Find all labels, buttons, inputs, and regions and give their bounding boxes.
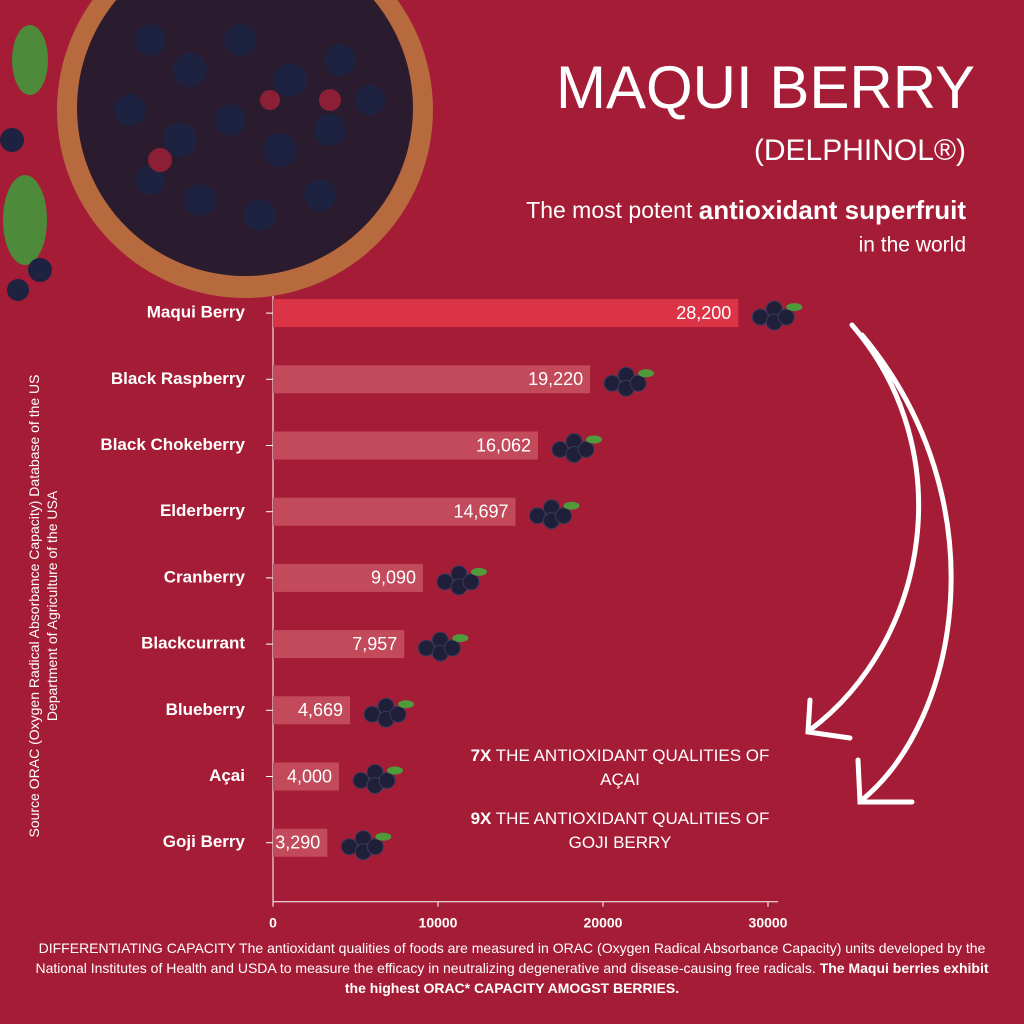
footer-bold: The Maqui berries exhibit the highest OR… xyxy=(344,960,989,996)
annotation-bold: 7X xyxy=(470,746,492,765)
berry xyxy=(777,308,795,326)
tagline: The most potent antioxidant superfruit xyxy=(526,195,966,225)
berry xyxy=(378,772,396,789)
category-label: Maqui Berry xyxy=(147,303,246,322)
x-tick-label: 10000 xyxy=(419,915,458,931)
category-label: Blueberry xyxy=(166,700,246,719)
leaf xyxy=(387,766,403,775)
bar xyxy=(273,431,539,460)
arrows xyxy=(805,322,954,805)
value-label: 4,000 xyxy=(287,766,332,786)
category-label: Elderberry xyxy=(160,501,246,520)
value-label: 7,957 xyxy=(352,634,397,654)
berry-icon xyxy=(340,830,392,861)
annotation-text: THE ANTIOXIDANT QUALITIES OF GOJI BERRY xyxy=(495,809,770,852)
leaf xyxy=(452,634,469,643)
leaf xyxy=(470,567,487,576)
x-tick-label: 0 xyxy=(269,915,277,931)
leaf xyxy=(786,303,803,312)
annotation: 9X THE ANTIOXIDANT QUALITIES OF GOJI BER… xyxy=(460,807,780,855)
value-label: 3,290 xyxy=(275,832,320,852)
berry-icon xyxy=(529,499,580,530)
berry xyxy=(443,639,461,657)
tagline-text: The most potent xyxy=(526,197,693,223)
berry-icon xyxy=(417,631,469,662)
category-label: Blackcurrant xyxy=(141,634,245,653)
berry-icon xyxy=(352,764,403,794)
value-label: 14,697 xyxy=(453,501,508,521)
annotation: 7X THE ANTIOXIDANT QUALITIES OF AÇAI xyxy=(460,744,780,792)
category-label: Goji Berry xyxy=(163,832,246,851)
bar xyxy=(273,630,405,659)
value-label: 19,220 xyxy=(528,369,583,389)
value-label: 4,669 xyxy=(298,700,343,720)
leaf xyxy=(398,700,415,709)
bowl-image xyxy=(0,0,433,301)
bar xyxy=(273,365,591,394)
footer: DIFFERENTIATING CAPACITY The antioxidant… xyxy=(24,938,1000,998)
annotation-text: THE ANTIOXIDANT QUALITIES OF AÇAI xyxy=(495,746,770,789)
berry xyxy=(462,573,480,591)
category-label: Açai xyxy=(209,766,245,785)
leaf xyxy=(563,501,580,510)
category-label: Cranberry xyxy=(164,567,246,586)
leaf xyxy=(586,435,603,444)
bar xyxy=(273,762,339,791)
value-label: 16,062 xyxy=(476,435,531,455)
tagline-line-2: in the world xyxy=(859,234,966,257)
title: MAQUI BERRY xyxy=(556,54,975,121)
berry xyxy=(629,374,647,392)
x-tick-label: 30000 xyxy=(749,915,788,931)
value-label: 28,200 xyxy=(676,303,731,323)
bar xyxy=(273,497,516,526)
source-label: Source ORAC (Oxygen Radical Absorbance C… xyxy=(26,374,60,838)
x-tick-label: 20000 xyxy=(584,915,623,931)
berry xyxy=(555,507,573,525)
bar xyxy=(273,828,328,857)
value-label: 9,090 xyxy=(371,568,416,588)
berry xyxy=(366,838,384,856)
footer-text: DIFFERENTIATING CAPACITY The antioxidant… xyxy=(35,940,986,976)
category-label: Black Chokeberry xyxy=(100,435,245,454)
berry-icon xyxy=(551,433,603,463)
berry-icon xyxy=(603,366,655,397)
leaf xyxy=(375,832,392,841)
berry-icon xyxy=(363,697,415,728)
bar xyxy=(273,696,351,725)
category-label: Black Raspberry xyxy=(111,369,246,388)
berry xyxy=(577,441,595,458)
annotation-bold: 9X xyxy=(470,809,492,828)
subtitle: (DELPHINOL®) xyxy=(754,134,966,167)
berry xyxy=(389,705,407,723)
bar xyxy=(273,563,423,592)
berry-icon xyxy=(751,300,803,331)
berry-icon xyxy=(436,565,487,596)
bar xyxy=(273,299,739,328)
tagline-bold: antioxidant superfruit xyxy=(699,195,967,225)
leaf xyxy=(638,369,655,378)
